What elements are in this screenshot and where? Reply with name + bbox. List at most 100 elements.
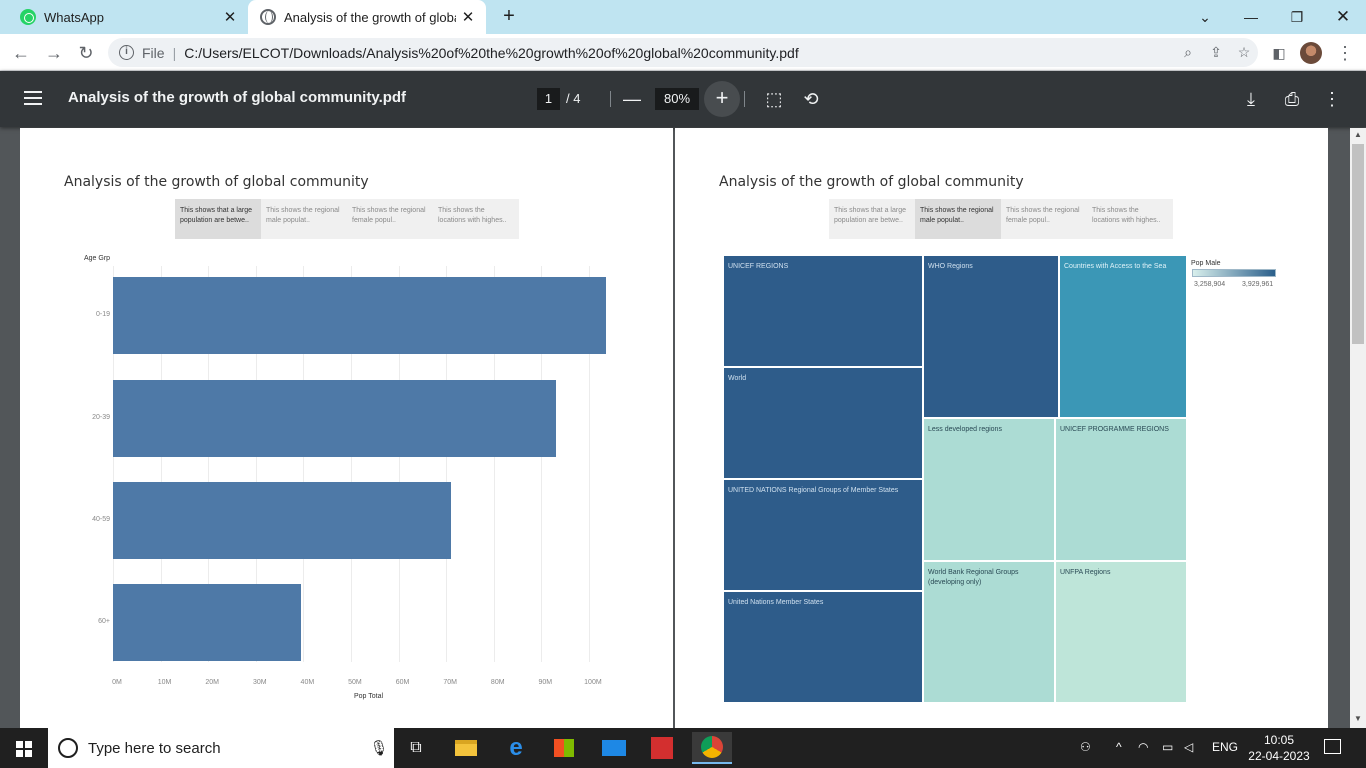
- pdf-page-2: Analysis of the growth of global communi…: [675, 128, 1328, 728]
- treemap-cell[interactable]: UNITED NATIONS Regional Groups of Member…: [723, 479, 923, 591]
- legend-max: 3,929,961: [1242, 281, 1274, 288]
- bar[interactable]: [113, 277, 606, 354]
- side-panel-icon[interactable]: ◧: [1272, 44, 1286, 61]
- battery-icon[interactable]: ▭: [1162, 740, 1174, 754]
- treemap-cell[interactable]: United Nations Member States: [723, 591, 923, 703]
- x-tick-label: 30M: [252, 679, 267, 686]
- chrome-icon[interactable]: [692, 732, 732, 764]
- search-icon: [58, 738, 78, 758]
- x-axis-title: Pop Total: [354, 693, 384, 700]
- mail-icon[interactable]: [594, 732, 634, 764]
- fit-to-page-icon[interactable]: ⬚: [765, 88, 783, 109]
- x-tick-label: 60M: [395, 679, 410, 686]
- edge-icon[interactable]: e: [509, 734, 523, 761]
- scroll-up-icon[interactable]: ▲: [1354, 130, 1362, 139]
- acrobat-icon[interactable]: [642, 732, 682, 764]
- windows-start-icon[interactable]: [16, 741, 32, 757]
- reload-button[interactable]: ↻: [78, 42, 94, 63]
- store-icon[interactable]: [544, 732, 584, 764]
- scroll-down-icon[interactable]: ▼: [1354, 714, 1362, 723]
- x-tick-label: 40M: [300, 679, 315, 686]
- tab-search-icon[interactable]: ⌄: [1199, 8, 1211, 25]
- gridline: [446, 266, 448, 662]
- color-legend: [1192, 269, 1276, 277]
- new-tab-button[interactable]: +: [503, 5, 515, 27]
- x-tick-label: 50M: [348, 679, 362, 686]
- wifi-icon[interactable]: ◠: [1138, 740, 1149, 754]
- notification-icon[interactable]: [1324, 739, 1341, 754]
- page-title: Analysis of the growth of global communi…: [719, 174, 1024, 190]
- gridline: [113, 266, 114, 662]
- x-tick-label: 0M: [112, 679, 122, 686]
- zoom-in-button[interactable]: +: [704, 81, 740, 117]
- more-options-icon[interactable]: ⋮: [1323, 88, 1341, 109]
- close-window-button[interactable]: ✕: [1335, 7, 1351, 26]
- story-tab-female[interactable]: This shows the regional female popul..: [347, 199, 433, 239]
- menu-icon[interactable]: [24, 91, 42, 105]
- story-tab-locations[interactable]: This shows the locations with highes..: [1087, 199, 1173, 239]
- scrollbar-thumb[interactable]: [1352, 144, 1364, 344]
- treemap-cell[interactable]: UNICEF PROGRAMME REGIONS: [1055, 418, 1187, 561]
- page-title: Analysis of the growth of global communi…: [64, 174, 369, 190]
- bar[interactable]: [113, 482, 451, 559]
- back-button[interactable]: ←: [12, 42, 30, 63]
- treemap-cell[interactable]: Countries with Access to the Sea: [1059, 255, 1187, 418]
- rotate-icon[interactable]: ⟲: [803, 88, 819, 109]
- treemap-cell[interactable]: Less developed regions: [923, 418, 1055, 561]
- tab-pdf[interactable]: Analysis of the growth of global ✕: [248, 0, 486, 34]
- chrome-menu-icon[interactable]: ⋮: [1336, 42, 1354, 63]
- volume-icon[interactable]: ◁: [1184, 740, 1194, 754]
- gridline: [541, 266, 543, 662]
- legend-min: 3,258,904: [1194, 281, 1226, 288]
- story-tab-male[interactable]: This shows the regional male populat..: [915, 199, 1001, 239]
- scrollbar[interactable]: ▲ ▼: [1350, 128, 1366, 728]
- people-icon[interactable]: ⚇: [1080, 740, 1091, 754]
- treemap-cell[interactable]: WHO Regions: [923, 255, 1059, 418]
- treemap-cell[interactable]: UNICEF REGIONS: [723, 255, 923, 367]
- minimize-button[interactable]: —: [1244, 9, 1258, 25]
- share-icon[interactable]: ⇪: [1210, 44, 1222, 60]
- language-indicator[interactable]: ENG: [1212, 740, 1239, 754]
- info-icon[interactable]: i: [119, 45, 134, 60]
- gridline: [208, 266, 210, 662]
- download-icon[interactable]: ⤓: [1247, 88, 1255, 109]
- page-number-input[interactable]: 1: [537, 88, 560, 110]
- zoom-out-button[interactable]: —: [623, 88, 641, 109]
- story-tab-age[interactable]: This shows that a large population are b…: [175, 199, 261, 239]
- clock[interactable]: 10:05 22-04-2023: [1246, 732, 1312, 764]
- tab-strip: WhatsApp ✕ Analysis of the growth of glo…: [0, 0, 1366, 34]
- zoom-icon[interactable]: ⌕: [1184, 44, 1192, 60]
- bar[interactable]: [113, 584, 301, 661]
- avatar[interactable]: [1300, 42, 1322, 64]
- gridline: [160, 266, 162, 662]
- file-explorer-icon[interactable]: [446, 732, 486, 764]
- bookmark-star-icon[interactable]: ☆: [1237, 44, 1251, 60]
- taskbar-search[interactable]: Type here to search 🎙: [48, 728, 394, 768]
- print-icon[interactable]: ⎙: [1284, 88, 1300, 109]
- restore-button[interactable]: ❐: [1290, 8, 1304, 25]
- story-tab-female[interactable]: This shows the regional female popul..: [1001, 199, 1087, 239]
- treemap-cell[interactable]: World Bank Regional Groups (developing o…: [923, 561, 1055, 703]
- story-tab-age[interactable]: This shows that a large population are b…: [829, 199, 915, 239]
- x-tick-label: 90M: [538, 679, 553, 686]
- treemap-cell[interactable]: World: [723, 367, 923, 479]
- forward-button[interactable]: →: [45, 42, 63, 63]
- story-tab-male[interactable]: This shows the regional male populat..: [261, 199, 347, 239]
- gridline: [303, 266, 305, 662]
- close-tab-icon[interactable]: ✕: [223, 9, 237, 26]
- story-tab-locations[interactable]: This shows the locations with highes..: [433, 199, 519, 239]
- gridline: [255, 266, 257, 662]
- tab-whatsapp[interactable]: WhatsApp ✕: [8, 0, 248, 34]
- task-view-icon[interactable]: ⧉: [410, 739, 422, 756]
- x-tick-label: 80M: [490, 679, 505, 686]
- y-tick-label: 0-19: [95, 311, 110, 318]
- zoom-level-input[interactable]: 80%: [655, 88, 699, 110]
- bar[interactable]: [113, 380, 556, 457]
- gridline: [493, 266, 495, 662]
- microphone-icon[interactable]: 🎙: [369, 740, 389, 757]
- url-text[interactable]: C:/Users/ELCOT/Downloads/Analysis%20of%2…: [184, 44, 799, 61]
- treemap-cell[interactable]: UNFPA Regions: [1055, 561, 1187, 703]
- address-bar[interactable]: i File | C:/Users/ELCOT/Downloads/Analys…: [108, 38, 1258, 67]
- chevron-up-icon[interactable]: ^: [1116, 740, 1122, 754]
- close-tab-icon[interactable]: ✕: [461, 9, 475, 26]
